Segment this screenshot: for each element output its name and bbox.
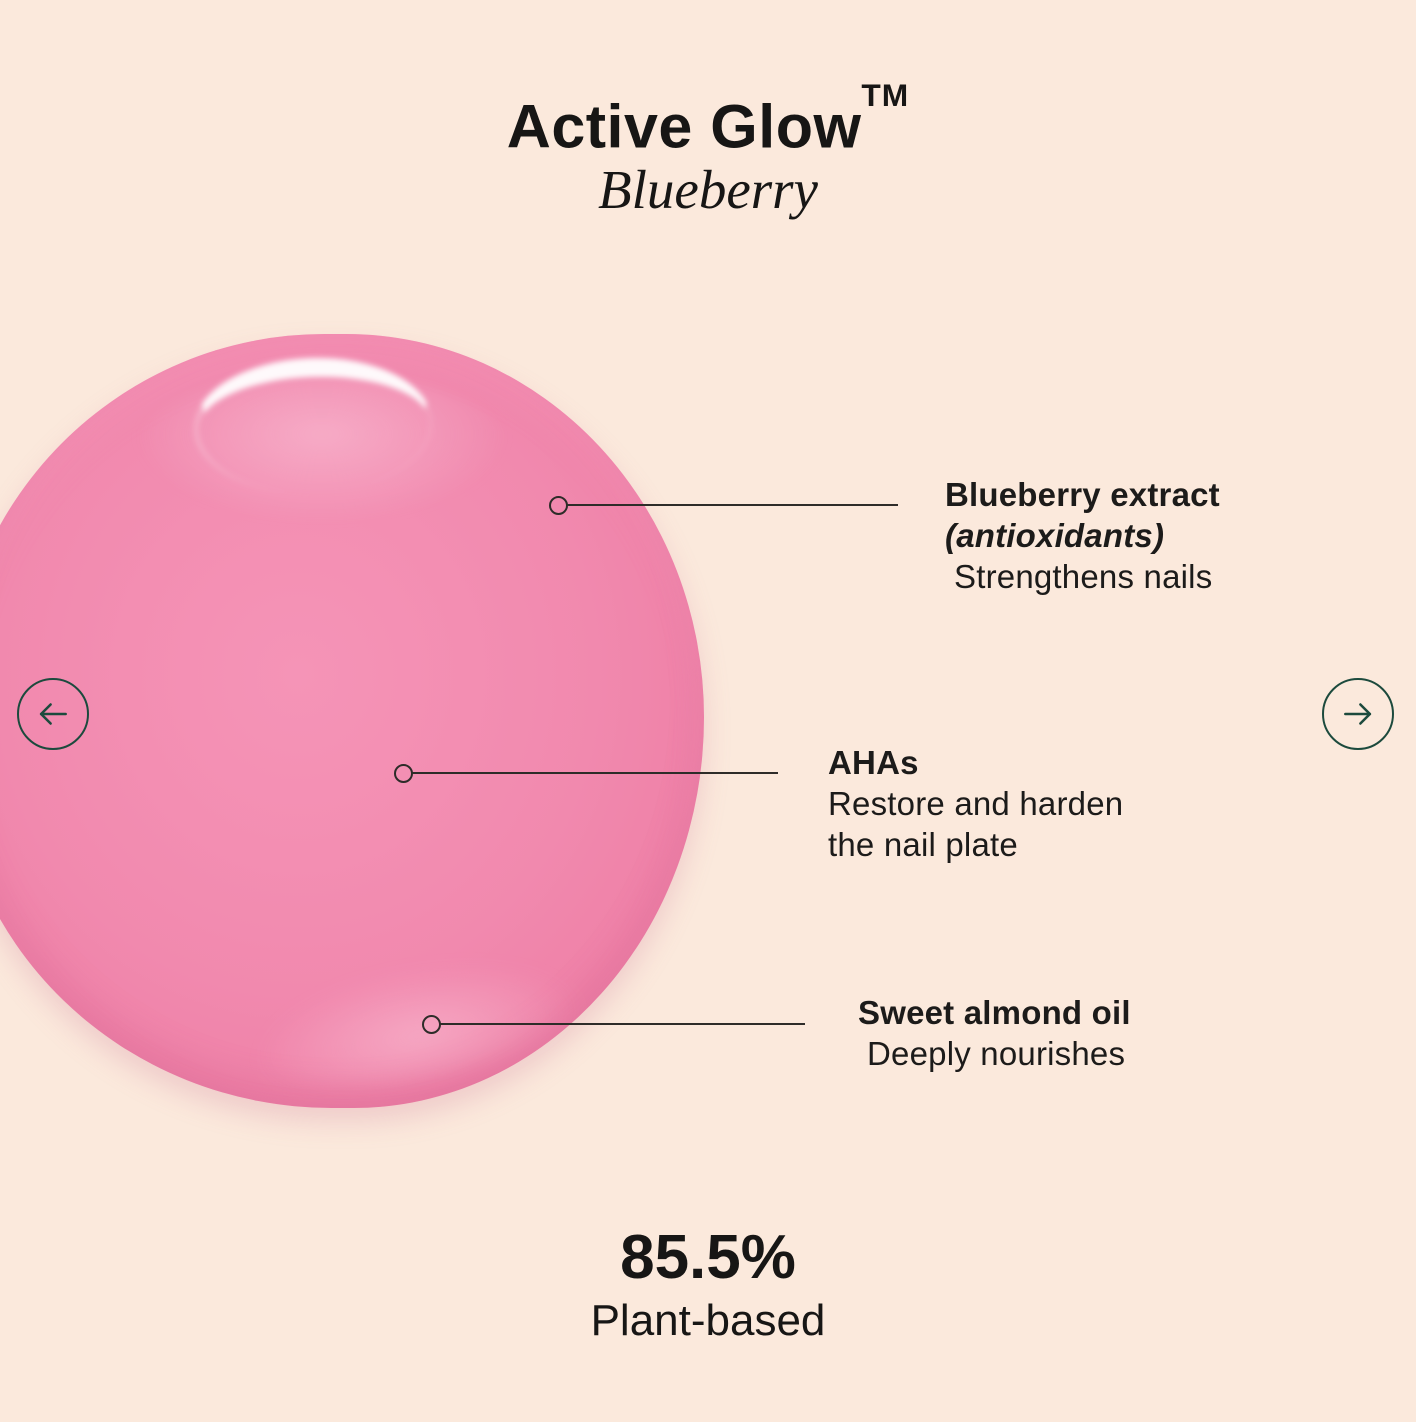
callout-blueberry-extract: Blueberry extract (antioxidants) Strengt… xyxy=(945,474,1220,597)
product-name: Active Glow xyxy=(506,92,862,161)
callout-dot-ahas xyxy=(394,764,413,783)
trademark-symbol: TM xyxy=(861,77,910,114)
product-variant: Blueberry xyxy=(598,159,818,221)
arrow-left-icon xyxy=(34,695,72,733)
callout-note: (antioxidants) xyxy=(945,517,1165,554)
carousel-next-button[interactable] xyxy=(1322,678,1394,750)
droplet-soft-glow xyxy=(132,374,512,524)
plant-based-stat: 85.5% Plant-based xyxy=(0,1222,1416,1346)
header: Active GlowTM Blueberry xyxy=(0,77,1416,221)
stat-label: Plant-based xyxy=(590,1296,826,1345)
callout-description: the nail plate xyxy=(828,826,1018,863)
callout-line-ahas xyxy=(412,772,778,774)
callout-description: Restore and harden xyxy=(828,785,1124,822)
page-title: Active GlowTM xyxy=(0,77,1416,161)
carousel-prev-button[interactable] xyxy=(17,678,89,750)
droplet-bottom-sheen xyxy=(244,942,590,1108)
callout-title: Blueberry extract xyxy=(945,476,1220,513)
callout-title: AHAs xyxy=(828,744,919,781)
callout-description: Deeply nourishes xyxy=(867,1035,1126,1072)
stat-value: 85.5% xyxy=(620,1223,796,1292)
callout-ahas: AHAs Restore and harden the nail plate xyxy=(828,742,1123,865)
callout-line-blueberry-extract xyxy=(566,504,898,506)
product-droplet-swatch xyxy=(0,334,704,1108)
arrow-right-icon xyxy=(1339,695,1377,733)
callout-title: Sweet almond oil xyxy=(858,994,1131,1031)
callout-sweet-almond-oil: Sweet almond oil Deeply nourishes xyxy=(858,992,1131,1074)
callout-description: Strengthens nails xyxy=(954,558,1213,595)
callout-dot-sweet-almond-oil xyxy=(422,1015,441,1034)
callout-line-sweet-almond-oil xyxy=(440,1023,805,1025)
